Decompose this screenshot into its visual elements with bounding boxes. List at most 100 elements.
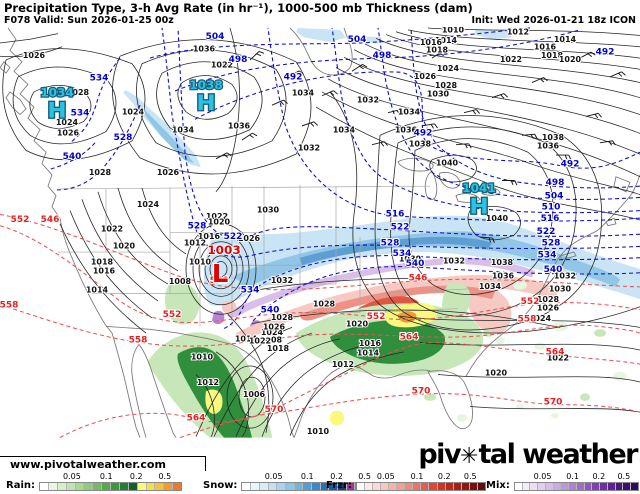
isobar-label: 1026 bbox=[157, 168, 179, 177]
thickness-label-blue: 492 bbox=[284, 73, 303, 83]
legend-color-cell bbox=[84, 483, 94, 490]
legend-color-cell bbox=[137, 483, 147, 490]
thickness-label-red: 564 bbox=[187, 414, 206, 424]
isobar-label: 1032 bbox=[554, 272, 576, 281]
isobar-label: 1034 bbox=[333, 126, 356, 135]
legend-color-cell bbox=[514, 483, 523, 490]
contour-labels: 1026 1036 1022 1028 1024 1026 1024 1034 1026 1028… bbox=[0, 27, 615, 437]
thickness-label-blue: 498 bbox=[546, 178, 565, 188]
isobar-label: 1010 bbox=[189, 258, 212, 267]
isobar-label: 1006 bbox=[243, 390, 265, 399]
legend-color-cell bbox=[119, 483, 129, 490]
legend-color-cell bbox=[592, 483, 601, 490]
isobar-label: 1022 bbox=[211, 61, 233, 70]
isobar-label: 1024 bbox=[122, 108, 145, 117]
legend-color-cell bbox=[364, 483, 373, 490]
isobar-label: 1024 bbox=[137, 200, 160, 209]
legend-colorbar-rain bbox=[39, 482, 182, 491]
legend-color-cell bbox=[623, 483, 632, 490]
legend-color-cell bbox=[397, 483, 406, 490]
legend-color-cell bbox=[338, 483, 347, 490]
isobar-label: 1020 bbox=[346, 320, 369, 329]
legend-color-cell bbox=[329, 483, 338, 490]
legend-color-cell bbox=[320, 483, 330, 490]
isobar-label: 1016 bbox=[359, 339, 381, 348]
thickness-label-red: 570 bbox=[265, 405, 284, 415]
pivotalweather-logo: piv✳tal weather bbox=[418, 440, 638, 472]
isobar-label: 1022 bbox=[249, 337, 271, 346]
legend-color-cell bbox=[600, 483, 608, 490]
legend-color-cell bbox=[421, 483, 430, 490]
legend-color-cell bbox=[57, 483, 67, 490]
legend-color-cell bbox=[576, 483, 585, 490]
legend-group-frzr: Frzr: 0.05 0.1 0.2 0.5 bbox=[326, 472, 486, 491]
thickness-contours-blue bbox=[49, 27, 640, 330]
legend-color-cell bbox=[530, 483, 539, 490]
legend-tick-label: 0.5 bbox=[463, 472, 477, 481]
legend-color-cell bbox=[346, 483, 356, 490]
legend-color-cell bbox=[461, 483, 470, 490]
legend-label-mix: Mix: bbox=[486, 480, 510, 491]
legend-color-cell bbox=[93, 483, 103, 490]
isobar-label: 1034 bbox=[172, 126, 195, 135]
legend-color-cell bbox=[40, 483, 49, 490]
thickness-label-blue: 534 bbox=[90, 74, 109, 84]
legend-tick-label: 0.05 bbox=[533, 472, 552, 481]
thickness-label-red: 546 bbox=[210, 276, 229, 286]
thickness-label-red: 570 bbox=[412, 387, 431, 397]
legend-color-cell bbox=[389, 483, 398, 490]
isobar-label: 1028 bbox=[89, 168, 111, 177]
thickness-label-red: 552 bbox=[521, 297, 540, 307]
legend-color-cell bbox=[303, 483, 312, 490]
isobar-label: 1010 bbox=[191, 353, 214, 362]
legend-color-cell bbox=[553, 483, 562, 490]
legend-label-snow: Snow: bbox=[203, 480, 238, 491]
isobar-label: 1036 bbox=[228, 122, 250, 131]
isobar-label: 1012 bbox=[184, 239, 206, 248]
isobar-label: 1036 bbox=[492, 272, 514, 281]
legend-color-cell bbox=[66, 483, 76, 490]
thickness-label-blue: 492 bbox=[561, 160, 580, 170]
legend-color-cell bbox=[538, 483, 546, 490]
isobar-label: 1016 bbox=[198, 232, 220, 241]
isobar-label: 1018 bbox=[541, 51, 563, 60]
high-value-label: 1038 bbox=[189, 78, 222, 92]
legend-color-cell bbox=[356, 483, 365, 490]
isobar-label: 1008 bbox=[260, 336, 282, 345]
legend-tick-label: 0.05 bbox=[264, 472, 283, 481]
legend-colorbar-frzr bbox=[355, 482, 486, 491]
isobar-label: 1016 bbox=[420, 38, 442, 47]
legend-color-cell bbox=[522, 483, 531, 490]
isobar-label: 1018 bbox=[91, 258, 113, 267]
legend-color-cell bbox=[437, 483, 446, 490]
isobar-label: 1040 bbox=[436, 159, 459, 168]
thickness-label-red: 564 bbox=[400, 333, 419, 343]
legend-ticks-rain: 0.05 0.1 0.2 0.5 bbox=[39, 472, 182, 482]
low-center-marker: L bbox=[212, 260, 229, 288]
thickness-label-blue: 504 bbox=[206, 32, 225, 42]
thickness-label-blue: 492 bbox=[414, 129, 433, 139]
map-header: Precipitation Type, 3-h Avg Rate (in hr⁻… bbox=[0, 0, 640, 27]
legend-ticks-frzr: 0.05 0.1 0.2 0.5 bbox=[356, 472, 486, 482]
isobar-label: 1020 bbox=[208, 218, 231, 227]
isobar-label: 1036 bbox=[537, 142, 559, 151]
isobar-label: 1026 bbox=[238, 234, 260, 243]
thickness-label-red: 558 bbox=[129, 336, 148, 346]
legend-color-cell bbox=[469, 483, 478, 490]
isobar-label: 1028 bbox=[537, 295, 559, 304]
thickness-label-blue: 534 bbox=[393, 249, 412, 259]
isobar-label: 1028 bbox=[67, 88, 89, 97]
legend-color-cell bbox=[111, 483, 120, 490]
isobar-label: 1026 bbox=[263, 322, 285, 331]
isobars bbox=[0, 27, 640, 437]
high-center-marker: H bbox=[469, 194, 488, 219]
legend-tick-label: 0.2 bbox=[330, 472, 343, 481]
legend-color-cell bbox=[155, 483, 165, 490]
legend-bar-wrap-frzr: 0.05 0.1 0.2 0.5 bbox=[355, 472, 486, 491]
legend-color-cell bbox=[173, 483, 181, 490]
isobar-label: 1020 bbox=[485, 369, 508, 378]
isobar-label: 1014 bbox=[554, 35, 577, 44]
thickness-label-blue: 528 bbox=[188, 222, 207, 232]
legend-color-cell bbox=[251, 483, 260, 490]
